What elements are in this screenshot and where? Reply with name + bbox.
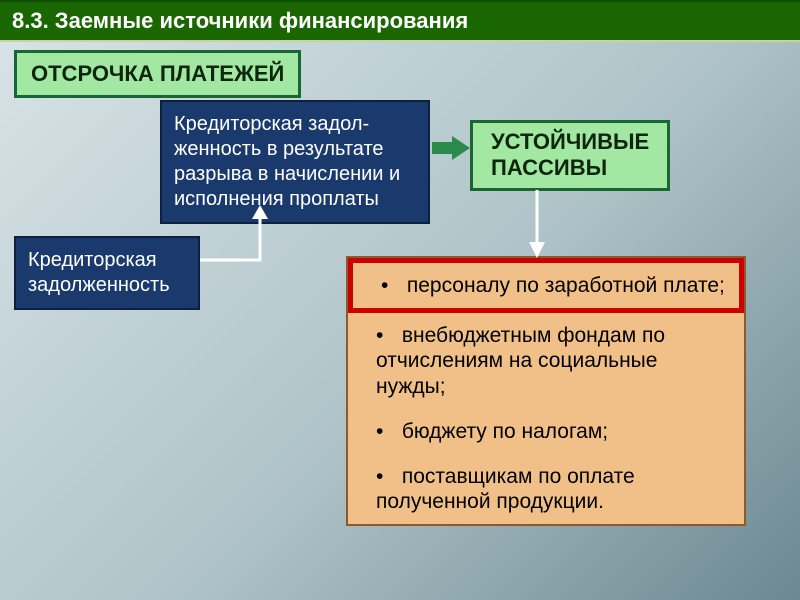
arrow-white-up [200, 205, 280, 265]
list-item-3-text: бюджету по налогам; [402, 420, 608, 443]
creditor-debt-text: Кредиторская задолженность [28, 249, 170, 296]
header-bar: 8.3. Заемные источники финансирования [0, 0, 800, 42]
list-item-4-text: поставщикам по оплате полученной продукц… [376, 465, 635, 513]
list-item-1-text: персоналу по заработной плате; [407, 274, 725, 297]
list-item-2: • внебюджетным фондам по отчислениям на … [348, 313, 744, 409]
bullet-icon: • [381, 273, 401, 298]
list-box: • персоналу по заработной плате; • внебю… [346, 256, 746, 526]
list-item-4: • поставщикам по оплате полученной проду… [348, 454, 744, 524]
creditor-gap-text: Кредиторская задол-женность в результате… [174, 113, 400, 210]
stable-liabilities-line2: ПАССИВЫ [491, 155, 607, 180]
deferral-title-text: ОТСРОЧКА ПЛАТЕЖЕЙ [31, 61, 284, 86]
arrow-white-down [525, 190, 549, 260]
arrow-green-right [432, 136, 470, 160]
deferral-title-box: ОТСРОЧКА ПЛАТЕЖЕЙ [14, 50, 301, 98]
list-item-1: • персоналу по заработной плате; [348, 258, 744, 313]
bullet-icon: • [376, 323, 396, 348]
list-item-3: • бюджету по налогам; [348, 409, 744, 454]
bullet-icon: • [376, 464, 396, 489]
creditor-debt-box: Кредиторская задолженность [14, 236, 200, 310]
header-title: 8.3. Заемные источники финансирования [12, 8, 468, 33]
bullet-icon: • [376, 419, 396, 444]
list-item-2-text: внебюджетным фондам по отчислениям на со… [376, 324, 665, 397]
stable-liabilities-line1: УСТОЙЧИВЫЕ [491, 129, 649, 154]
stable-liabilities-box: УСТОЙЧИВЫЕ ПАССИВЫ [470, 120, 670, 191]
